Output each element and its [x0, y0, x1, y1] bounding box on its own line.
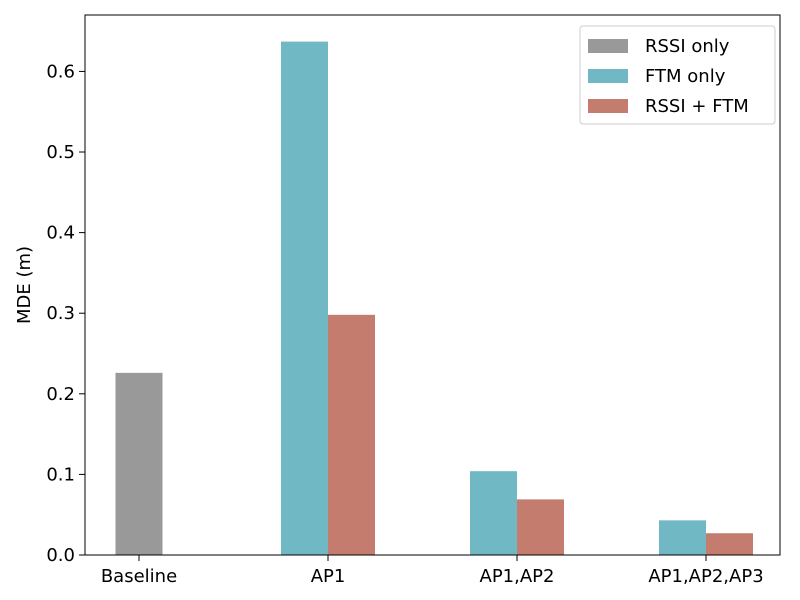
- y-tick-label: 0.4: [46, 223, 75, 244]
- bar-rssi-ftm-ap1-ap2-ap3: [706, 533, 753, 555]
- legend-label: RSSI + FTM: [645, 96, 749, 117]
- x-tick-label: Baseline: [101, 566, 177, 587]
- y-tick-label: 0.5: [46, 142, 75, 163]
- y-tick-label: 0.3: [46, 303, 75, 324]
- bars-group: [115, 41, 753, 555]
- bar-rssi-ftm-ap1-ap2: [517, 499, 564, 555]
- x-tick-label: AP1,AP2,AP3: [648, 566, 763, 587]
- legend-swatch: [588, 39, 628, 53]
- x-tick-label: AP1,AP2: [480, 566, 555, 587]
- legend-label: FTM only: [645, 66, 726, 87]
- y-tick-label: 0.6: [46, 61, 75, 82]
- bar-rssi-only-baseline: [115, 372, 163, 555]
- legend-label: RSSI only: [645, 36, 730, 57]
- bar-ftm-only-ap1-ap2: [470, 471, 517, 555]
- plot-frame: [84, 14, 781, 556]
- y-axis-ticks: 0.0 0.1 0.2 0.3 0.4 0.5 0.6: [46, 61, 85, 566]
- y-tick-label: 0.2: [46, 384, 75, 405]
- y-axis-label: MDE (m): [14, 246, 35, 324]
- bar-ftm-only-ap1: [281, 41, 328, 555]
- legend-swatch: [588, 69, 628, 83]
- y-tick-label: 0.0: [46, 545, 75, 566]
- x-tick-label: AP1: [311, 566, 346, 587]
- legend-swatch: [588, 99, 628, 113]
- y-tick-label: 0.1: [46, 464, 75, 485]
- legend: RSSI only FTM only RSSI + FTM: [579, 25, 776, 125]
- bar-ftm-only-ap1-ap2-ap3: [659, 520, 706, 555]
- x-axis-ticks: Baseline AP1 AP1,AP2 AP1,AP2,AP3: [101, 555, 764, 587]
- bar-rssi-ftm-ap1: [328, 314, 375, 555]
- legend-frame: [579, 25, 776, 125]
